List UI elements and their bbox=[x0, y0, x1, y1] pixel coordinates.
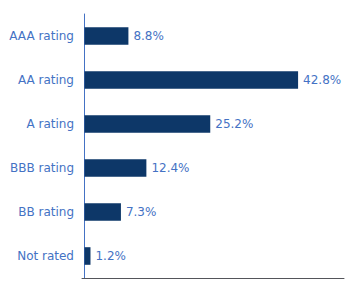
svg-text:12.4%: 12.4% bbox=[151, 161, 189, 175]
svg-text:BB rating: BB rating bbox=[18, 205, 74, 219]
svg-text:Not rated: Not rated bbox=[17, 249, 74, 263]
svg-text:BBB rating: BBB rating bbox=[10, 161, 74, 175]
svg-text:AAA rating: AAA rating bbox=[9, 29, 74, 43]
svg-text:AA rating: AA rating bbox=[18, 73, 74, 87]
svg-text:7.3%: 7.3% bbox=[126, 205, 156, 219]
svg-text:A rating: A rating bbox=[26, 117, 74, 131]
svg-text:25.2%: 25.2% bbox=[215, 117, 253, 131]
svg-text:42.8%: 42.8% bbox=[303, 73, 341, 87]
svg-text:1.2%: 1.2% bbox=[95, 249, 126, 263]
svg-text:8.8%: 8.8% bbox=[133, 29, 164, 43]
